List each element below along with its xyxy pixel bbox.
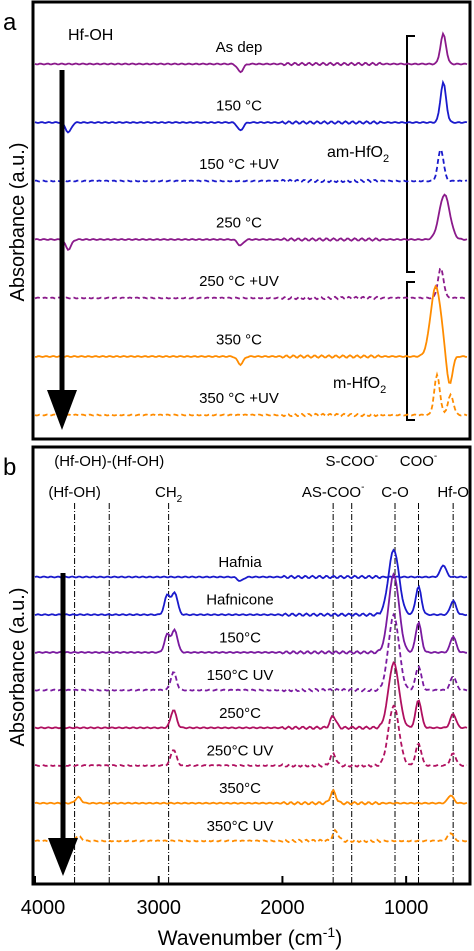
x-axis-label: Wavenumber (cm-1)	[158, 924, 342, 950]
series-line	[34, 193, 468, 251]
reference-label: C-O	[381, 484, 409, 501]
panel-b-ylabel: Absorbance (a.u.)	[7, 588, 29, 747]
series-label: 250 °C +UV	[199, 273, 279, 290]
series-line	[34, 371, 468, 418]
series-line	[35, 148, 468, 184]
am-hfo2-bracket	[406, 35, 415, 273]
series-line	[34, 548, 468, 617]
series-label: 250°C	[219, 705, 261, 722]
series-label: 350°C	[219, 780, 261, 797]
series-label: As dep	[216, 39, 263, 56]
series-line	[34, 284, 468, 384]
panel-b-letter: b	[3, 454, 16, 481]
reference-label: AS-COO-	[302, 482, 365, 501]
m-hfo2-bracket	[406, 281, 415, 421]
m-hfo2-label: m-HfO2	[333, 375, 386, 396]
x-axis-ticks: 4000 3000 2000 1000	[21, 876, 429, 919]
series-label: 150 °C +UV	[199, 156, 279, 173]
series-label: 150 °C	[216, 98, 262, 115]
panel-b-reference-lines: (Hf-OH) (Hf-OH)-(Hf-OH) CH2 AS-COO- S-COO-C-…	[48, 451, 469, 884]
series-line	[34, 572, 468, 655]
x-tick-label: 1000	[384, 897, 429, 919]
panel-b-traces: Hafnia Hafnicone 150°C 150°C UV 250°C 250°C U…	[34, 548, 468, 844]
series-label: 350 °C	[216, 332, 262, 349]
series-label: Hafnicone	[206, 592, 274, 609]
panel-b-frame	[31, 445, 472, 886]
reference-label: Hf-O	[437, 484, 469, 501]
panel-a-ylabel: Absorbance (a.u.)	[7, 143, 29, 302]
am-hfo2-label: am-HfO2	[327, 144, 389, 165]
reference-label: S-COO-	[325, 451, 378, 470]
reference-label: COO-	[400, 451, 438, 470]
series-line	[34, 660, 468, 731]
series-label: 250°C UV	[207, 743, 274, 760]
series-line	[34, 788, 468, 806]
hf-oh-label: Hf-OH	[68, 27, 113, 44]
series-label: 150°C UV	[207, 667, 274, 684]
series-line	[34, 79, 468, 134]
series-label: 150°C	[219, 629, 261, 646]
panel-a-letter: a	[3, 9, 17, 36]
series-line	[34, 704, 468, 768]
arrow-b	[48, 573, 78, 876]
series-label: 350°C UV	[207, 818, 274, 835]
panel-a-frame	[31, 0, 472, 441]
x-tick-label: 3000	[136, 897, 181, 919]
x-tick-label: 2000	[260, 897, 305, 919]
series-line	[34, 267, 468, 301]
reference-label: (Hf-OH)-(Hf-OH)	[54, 453, 164, 470]
series-label: 350 °C +UV	[199, 390, 279, 407]
series-label: Hafnia	[218, 554, 262, 571]
reference-label: CH2	[155, 484, 183, 505]
x-tick-label: 4000	[21, 897, 66, 919]
series-line	[34, 828, 468, 844]
reference-label: (Hf-OH)	[48, 484, 101, 501]
panel-a-traces: As dep 150 °C 150 °C +UV 250 °C 250 °C +UV 35…	[34, 31, 468, 418]
series-line	[34, 612, 468, 693]
series-line	[34, 31, 468, 74]
arrow-a	[47, 70, 77, 430]
series-label: 250 °C	[216, 215, 262, 232]
